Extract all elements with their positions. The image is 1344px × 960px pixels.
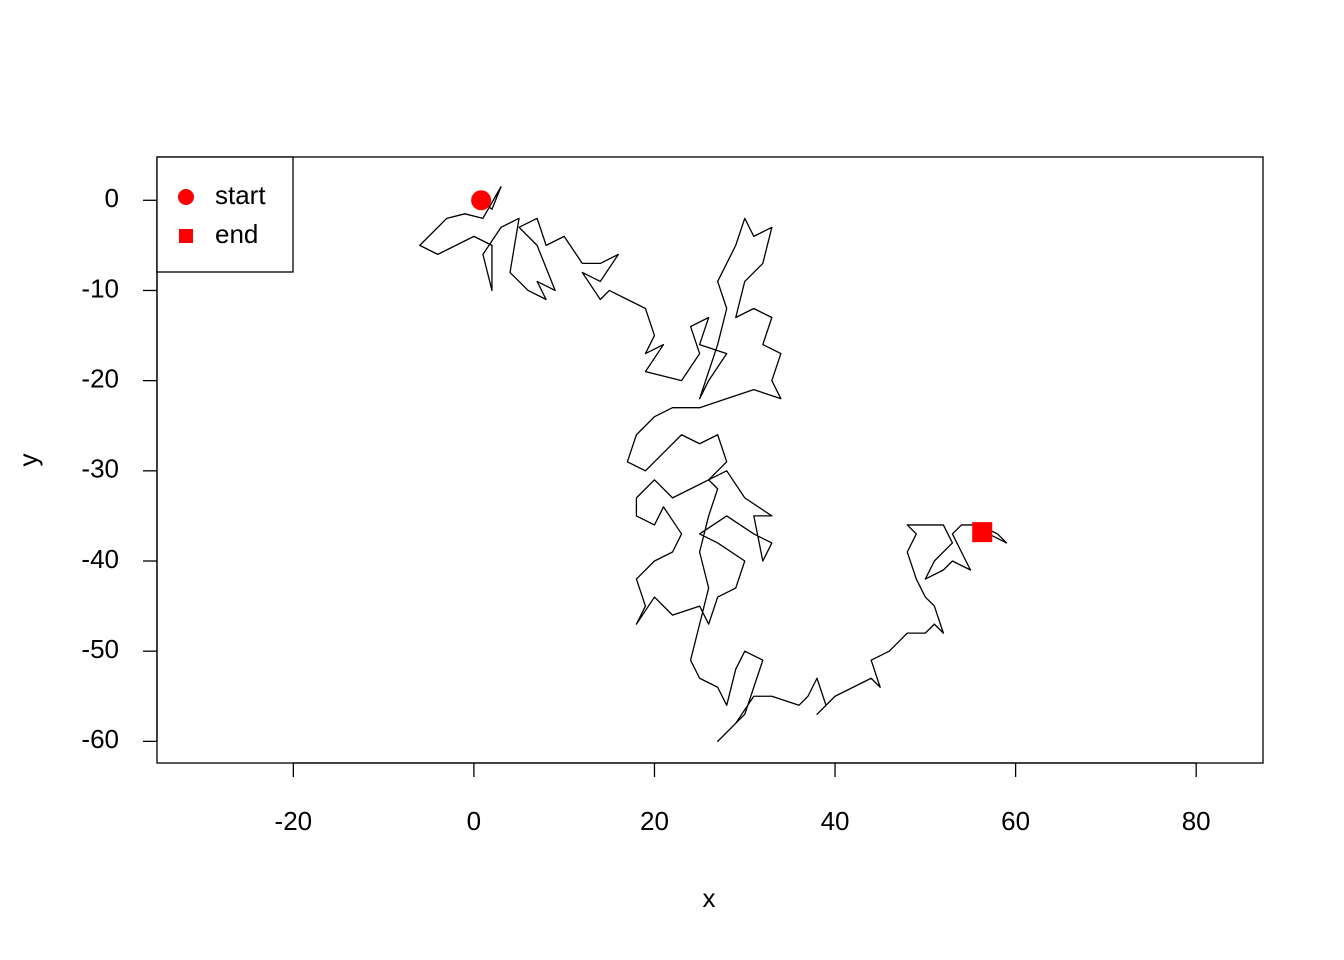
y-tick-label: -20 [81,364,119,394]
y-tick-label: -60 [81,724,119,754]
legend-label: start [215,180,266,210]
legend-box [156,156,294,273]
y-tick-label: -30 [81,454,119,484]
y-tick-label: 0 [105,183,119,213]
point-square [972,522,993,543]
x-tick-label: 60 [1001,806,1030,836]
legend-label: end [215,219,258,249]
legend-symbol [179,229,193,243]
x-axis-label: x [703,883,716,913]
x-tick-label: 40 [821,806,850,836]
walk-line [419,186,1008,743]
x-tick-label: 0 [467,806,481,836]
y-axis-label: y [13,454,43,467]
point-circle [471,190,492,211]
x-tick-label: -20 [275,806,313,836]
x-tick-label: 20 [640,806,669,836]
plot-frame [156,156,1264,764]
y-tick-label: -10 [81,273,119,303]
y-tick-label: -40 [81,544,119,574]
x-tick-label: 80 [1182,806,1211,836]
legend-symbol [178,189,194,205]
y-tick-label: -50 [81,634,119,664]
